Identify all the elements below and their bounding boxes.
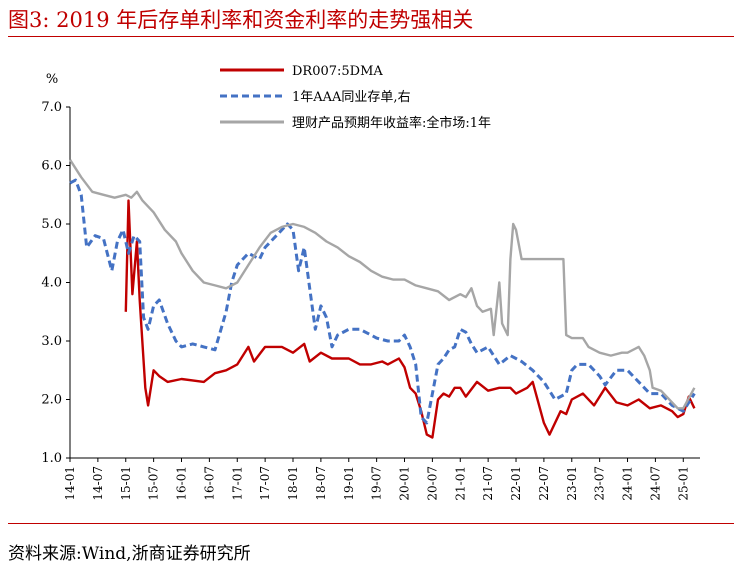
y-tick-label: 7.0: [41, 100, 62, 115]
x-tick-label: 16-07: [202, 466, 216, 501]
legend-label-2: 1年AAA同业存单,右: [292, 90, 411, 105]
source-rule: [8, 523, 734, 524]
x-tick-label: 22-01: [509, 466, 523, 501]
x-tick-label: 23-07: [593, 466, 607, 501]
x-tick-label: 17-01: [230, 466, 244, 501]
y-tick-label: 6.0: [41, 159, 62, 174]
x-tick-label: 21-01: [453, 466, 467, 501]
x-tick-label: 19-07: [370, 466, 384, 501]
line-chart: 1.0 2.0 3.0 4.0 5.0 6.0 7.0% 14-01 14-07 15-01 15-…: [41, 64, 700, 501]
source-note: 资料来源:Wind,浙商证券研究所: [8, 544, 251, 564]
x-tick-label: 24-01: [621, 466, 635, 501]
y-tick-label: 2.0: [41, 393, 62, 408]
x-tick-label: 19-01: [342, 466, 356, 501]
x-tick-label: 21-07: [481, 466, 495, 501]
series-line-2: [69, 178, 696, 425]
x-tick-label: 14-07: [91, 466, 105, 501]
x-tick-label: 18-01: [286, 466, 300, 501]
legend-label-1: DR007:5DMA: [292, 64, 383, 79]
axes-group: 1.0 2.0 3.0 4.0 5.0 6.0 7.0% 14-01 14-07 15-01 15-…: [41, 72, 700, 501]
x-tick-label: 15-01: [119, 466, 133, 501]
series-group: [68, 159, 696, 439]
x-tick-label: 17-07: [258, 466, 272, 501]
x-tick-label: 22-07: [537, 466, 551, 501]
legend-label-3: 理财产品预期年收益率:全市场:1年: [292, 115, 491, 131]
x-tick-label: 20-07: [425, 466, 439, 501]
y-axis-unit: %: [46, 72, 58, 87]
x-tick-label: 16-01: [175, 466, 189, 501]
series-line-3: [68, 159, 696, 410]
x-tick-label: 15-07: [147, 466, 161, 501]
x-tick-label: 20-01: [398, 466, 412, 501]
y-tick-label: 1.0: [41, 451, 62, 466]
y-tick-label: 5.0: [41, 217, 62, 232]
y-tick-label: 3.0: [41, 334, 62, 349]
x-tick-label: 24-07: [648, 466, 662, 501]
x-tick-label: 25-01: [676, 466, 690, 501]
x-tick-label: 23-01: [565, 466, 579, 501]
y-tick-label: 4.0: [41, 276, 62, 291]
title-rule: [8, 36, 734, 37]
x-tick-label: 18-07: [314, 466, 328, 501]
figure-title: 图3: 2019 年后存单利率和资金利率的走势强相关: [8, 8, 474, 32]
x-tick-label: 14-01: [63, 466, 77, 501]
series-line-1: [124, 199, 696, 439]
